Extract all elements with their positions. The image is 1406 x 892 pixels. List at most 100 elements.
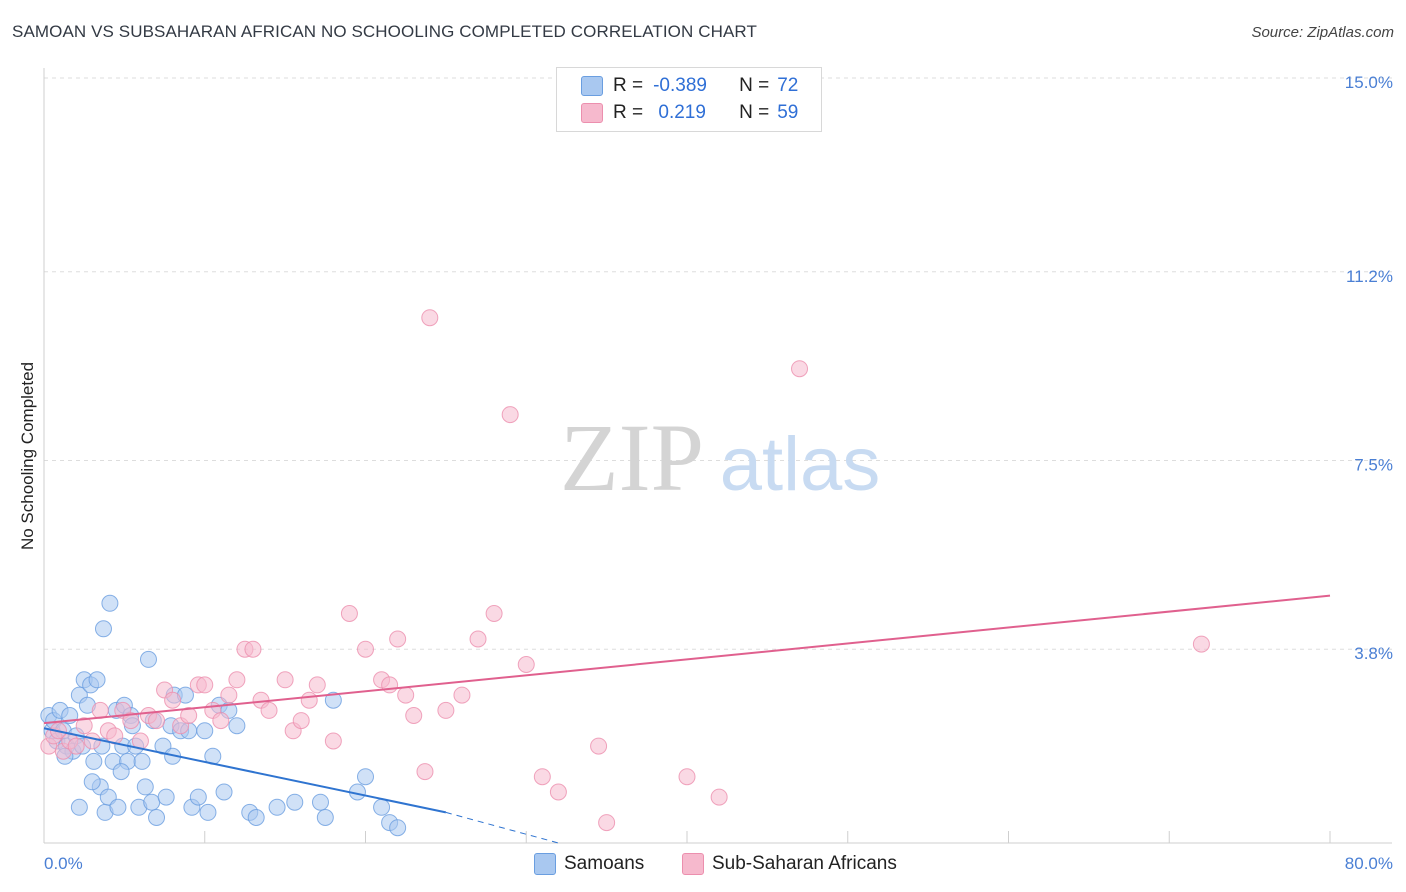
african-point xyxy=(324,732,342,750)
chart-title: SAMOAN VS SUBSAHARAN AFRICAN NO SCHOOLIN… xyxy=(12,22,757,41)
samoan-point xyxy=(136,778,154,796)
trend-lines xyxy=(43,594,1331,844)
african-point xyxy=(389,630,407,648)
x-tick-label-max: 80.0% xyxy=(1345,854,1393,873)
african-point xyxy=(485,605,503,622)
african-point xyxy=(292,712,310,730)
samoan-point xyxy=(199,803,217,821)
african-point xyxy=(148,712,166,730)
samoan-point xyxy=(101,594,119,612)
samoan-point xyxy=(148,809,166,826)
data-points xyxy=(40,309,1210,837)
samoan-point xyxy=(157,788,175,806)
african-point xyxy=(228,671,246,689)
samoan-point xyxy=(228,717,246,735)
african-point xyxy=(180,707,198,724)
african-point xyxy=(501,406,519,424)
african-point xyxy=(308,676,326,694)
bottom-legend-samoans: Samoans xyxy=(534,851,644,877)
x-tick-label-min: 0.0% xyxy=(44,854,83,873)
legend-n-value-2: 59 xyxy=(777,102,799,123)
samoan-trend-line xyxy=(43,727,447,814)
samoan-point xyxy=(85,752,103,770)
african-point xyxy=(122,712,140,730)
african-point xyxy=(1192,635,1210,653)
legend-row-samoans: R = -0.389 N = 72 xyxy=(581,74,799,98)
axes xyxy=(43,68,1392,844)
legend-r-label-1: R = xyxy=(613,75,644,96)
samoan-point xyxy=(83,773,101,791)
correlation-legend: R = -0.389 N = 72 R = 0.219 N = 59 xyxy=(556,67,822,132)
african-point xyxy=(220,686,238,704)
watermark-atlas: atlas xyxy=(720,422,881,507)
african-point xyxy=(791,360,809,378)
african-point xyxy=(549,783,567,801)
tick-labels: 3.8% 7.5% 11.2% 15.0% 0.0% 80.0% xyxy=(44,73,1393,873)
samoan-point xyxy=(109,798,127,816)
samoan-point xyxy=(112,763,130,781)
legend-r-value-1: -0.389 xyxy=(653,75,707,96)
african-trend-line xyxy=(43,594,1331,725)
y-tick-label: 3.8% xyxy=(1354,644,1393,663)
watermark: ZIP atlas xyxy=(560,404,880,511)
samoan-point xyxy=(316,809,334,826)
samoan-point xyxy=(133,752,151,770)
samoan-point xyxy=(94,620,112,638)
african-point xyxy=(710,788,728,806)
african-point xyxy=(212,712,230,730)
african-swatch xyxy=(581,103,603,123)
african-point xyxy=(533,768,551,786)
african-point xyxy=(276,671,294,689)
y-tick-label: 11.2% xyxy=(1346,267,1393,286)
gridlines xyxy=(44,77,1392,650)
samoan-point xyxy=(268,798,286,816)
samoan-point xyxy=(324,691,342,709)
african-point xyxy=(453,686,471,704)
african-point xyxy=(590,737,608,755)
african-point xyxy=(196,676,214,694)
african-point xyxy=(260,701,278,719)
african-point xyxy=(469,630,487,648)
samoan-point xyxy=(357,768,374,786)
african-point xyxy=(340,605,358,622)
legend-n-label-1: N = xyxy=(739,75,770,96)
samoan-point xyxy=(139,650,157,668)
african-point xyxy=(300,691,318,709)
samoan-point xyxy=(143,793,161,811)
african-point xyxy=(421,309,439,327)
samoan-legend-label: Samoans xyxy=(564,853,645,874)
samoan-point xyxy=(189,788,207,806)
samoan-point xyxy=(373,798,391,816)
african-point xyxy=(83,732,101,750)
african-point xyxy=(598,814,616,832)
african-point xyxy=(678,768,696,786)
african-point xyxy=(67,737,85,755)
african-point xyxy=(416,763,434,781)
african-legend-swatch xyxy=(682,853,704,875)
samoan-point xyxy=(389,819,407,837)
african-point xyxy=(517,656,535,673)
african-point xyxy=(405,707,423,724)
samoan-point xyxy=(215,783,233,801)
african-legend-label: Sub-Saharan Africans xyxy=(712,853,897,874)
watermark-zip: ZIP xyxy=(560,404,704,511)
samoan-point xyxy=(88,671,106,689)
legend-n-value-1: 72 xyxy=(777,75,799,96)
legend-r-value-2: 0.219 xyxy=(653,102,706,123)
african-point xyxy=(397,686,415,704)
samoan-point xyxy=(70,798,88,816)
samoan-point xyxy=(311,793,329,811)
samoan-trend-extension xyxy=(445,811,559,844)
african-point xyxy=(91,701,109,719)
legend-n-label-2: N = xyxy=(739,102,770,123)
y-tick-label: 15.0% xyxy=(1345,73,1393,92)
source-label: Source: ZipAtlas.com xyxy=(1251,24,1394,41)
bottom-legend-africans: Sub-Saharan Africans xyxy=(682,851,897,877)
samoan-swatch xyxy=(581,76,603,96)
samoan-point xyxy=(286,793,304,811)
african-point xyxy=(244,640,262,658)
african-point xyxy=(381,676,399,694)
african-point xyxy=(75,717,93,735)
samoan-point xyxy=(196,722,214,740)
